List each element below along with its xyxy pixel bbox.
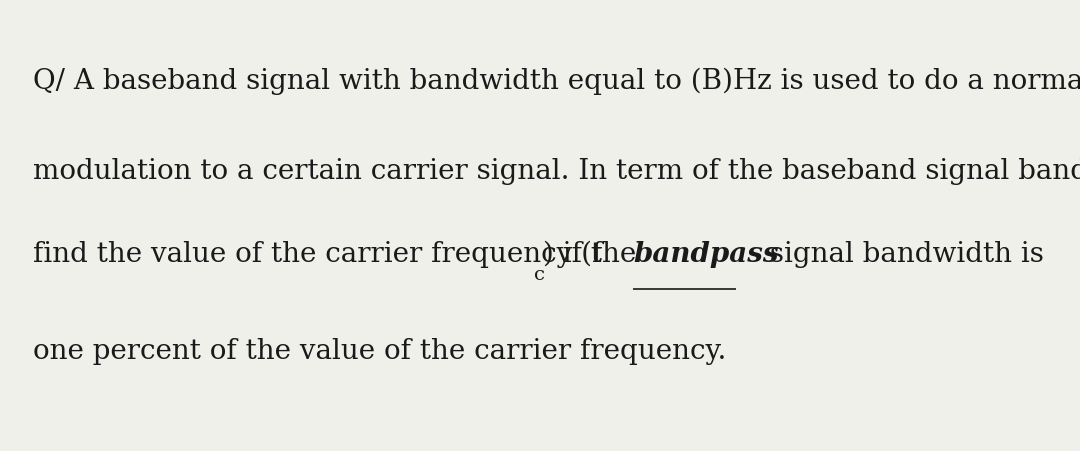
Text: Q/ A baseband signal with bandwidth equal to (B)Hz is used to do a normal AM: Q/ A baseband signal with bandwidth equa… — [33, 68, 1080, 95]
Text: find the value of the carrier frequency (f: find the value of the carrier frequency … — [33, 240, 603, 267]
Text: c: c — [534, 266, 544, 284]
Text: signal bandwidth is: signal bandwidth is — [761, 240, 1044, 267]
Text: bandpass: bandpass — [633, 240, 779, 267]
Text: modulation to a certain carrier signal. In term of the baseband signal bandwidth: modulation to a certain carrier signal. … — [33, 158, 1080, 185]
Text: one percent of the value of the carrier frequency.: one percent of the value of the carrier … — [33, 338, 727, 365]
Text: ) if the: ) if the — [543, 240, 646, 267]
